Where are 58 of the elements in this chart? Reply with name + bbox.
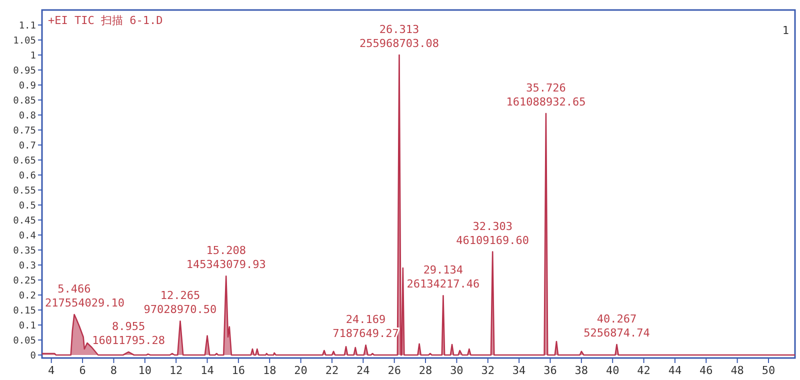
y-tick-label: 0.75 bbox=[13, 126, 36, 136]
y-tick-label: 0.05 bbox=[13, 336, 36, 346]
y-tick-label: 0.85 bbox=[13, 96, 36, 106]
annotation: 12.265 97028970.50 bbox=[144, 289, 217, 316]
y-tick-label: 1 bbox=[30, 50, 36, 62]
y-tick-label: 0.4 bbox=[18, 230, 36, 242]
x-tick-label: 32 bbox=[481, 364, 494, 377]
y-tick-label: 0.5 bbox=[18, 200, 36, 212]
x-tick-label: 24 bbox=[356, 364, 370, 377]
annotation: 29.134 26134217.46 bbox=[406, 264, 480, 291]
x-tick-label: 10 bbox=[138, 364, 152, 377]
x-tick-label: 50 bbox=[762, 364, 776, 377]
x-tick-label: 12 bbox=[169, 364, 183, 377]
x-tick-label: 28 bbox=[418, 364, 432, 377]
annotation: 1 bbox=[782, 24, 789, 37]
annotation: 15.208 145343079.93 bbox=[186, 244, 266, 272]
y-tick-label: 0.6 bbox=[18, 170, 36, 182]
y-tick-label: 0.65 bbox=[13, 156, 36, 166]
x-tick-label: 42 bbox=[637, 364, 650, 377]
x-tick-label: 16 bbox=[232, 364, 246, 377]
y-tick-label: 0.55 bbox=[13, 186, 36, 196]
annotation: 5.466 217554029.10 bbox=[45, 282, 124, 310]
x-tick-label: 48 bbox=[730, 364, 744, 377]
x-tick-label: 36 bbox=[544, 364, 557, 377]
y-tick-label: 0.9 bbox=[18, 80, 36, 92]
x-tick-label: 38 bbox=[574, 364, 588, 377]
x-tick-label: 4 bbox=[48, 364, 56, 377]
y-tick-label: 0 bbox=[30, 350, 36, 362]
x-tick-label: 26 bbox=[388, 364, 401, 377]
annotation: 40.267 5256874.74 bbox=[584, 312, 650, 340]
y-tick-label: 0.1 bbox=[18, 320, 36, 332]
y-tick-label: 0.25 bbox=[13, 276, 36, 286]
x-tick-label: 18 bbox=[262, 364, 276, 377]
y-tick-label: 1.1 bbox=[18, 20, 36, 32]
annotation: 32.303 46109169.60 bbox=[456, 220, 530, 247]
y-tick-label: 0.45 bbox=[13, 216, 36, 226]
x-tick-label: 8 bbox=[110, 364, 118, 377]
annotation: 35.726 161088932.65 bbox=[506, 82, 586, 108]
x-tick-label: 14 bbox=[200, 364, 214, 377]
x-tick-label: 44 bbox=[668, 364, 682, 377]
chart-title: +EI TIC 扫描 6-1.D bbox=[48, 14, 163, 27]
annotation: 8.955 16011795.28 bbox=[92, 320, 166, 347]
annotation: 26.313 255968703.08 bbox=[359, 23, 439, 50]
x-tick-label: 46 bbox=[700, 364, 713, 377]
x-tick-label: 6 bbox=[79, 364, 86, 377]
y-tick-label: 1.05 bbox=[13, 36, 36, 46]
y-tick-label: 0.15 bbox=[13, 306, 36, 316]
y-tick-label: 0.3 bbox=[18, 260, 36, 272]
y-tick-label: 0.8 bbox=[18, 110, 36, 122]
x-tick-label: 30 bbox=[450, 364, 464, 377]
y-tick-label: 0.35 bbox=[13, 246, 36, 256]
y-tick-label: 0.95 bbox=[13, 66, 36, 76]
x-tick-label: 20 bbox=[294, 364, 308, 377]
y-tick-label: 0.2 bbox=[18, 290, 36, 302]
y-tick-label: 0.7 bbox=[18, 140, 36, 152]
x-tick-label: 22 bbox=[325, 364, 339, 377]
x-tick-label: 40 bbox=[606, 364, 620, 377]
x-tick-label: 34 bbox=[512, 364, 526, 377]
